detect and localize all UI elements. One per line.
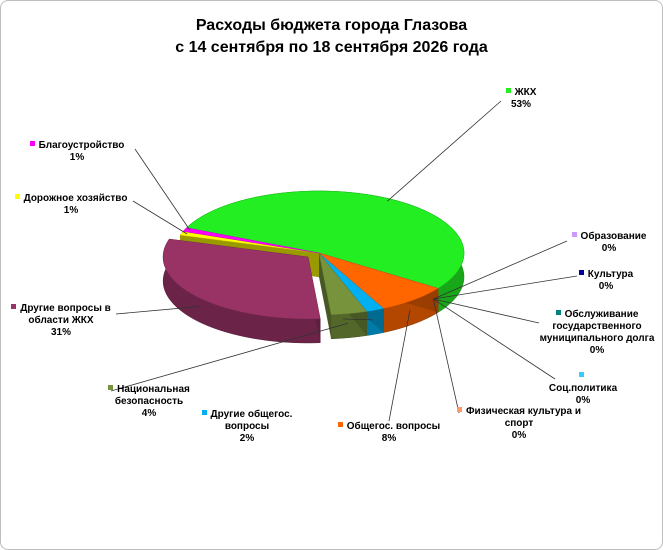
data-label: Другие вопросы в области ЖКХ 31% [6, 303, 116, 339]
leader-line [388, 309, 411, 422]
label-name: Другие вопросы в области ЖКХ [20, 303, 111, 326]
label-value: 1% [69, 152, 85, 163]
label-name: Благоустройство [38, 140, 125, 151]
label-value: 0% [511, 430, 527, 441]
data-label: Соц.политика 0% [548, 371, 618, 407]
legend-key [578, 270, 584, 275]
leader-line [342, 318, 373, 321]
leader-line [433, 275, 578, 300]
label-name: Национальная безопасность [114, 384, 190, 407]
leader-line [432, 298, 460, 414]
leader-line [134, 148, 191, 231]
data-label: Образование 0% [564, 231, 654, 255]
chart-subtitle: с 14 сентября по 18 сентября 2026 года [175, 39, 488, 56]
legend-key [555, 310, 561, 315]
legend-key [571, 232, 577, 237]
label-name: Дорожное хозяйство [23, 193, 128, 204]
label-name: ЖКХ [514, 87, 537, 98]
legend-key [456, 407, 462, 412]
label-name: Образование [580, 231, 647, 242]
leader-line [115, 306, 200, 315]
label-name: Обслуживание государственного муниципаль… [539, 309, 655, 344]
label-value: 53% [510, 99, 531, 110]
data-label: Дорожное хозяйство 1% [11, 193, 131, 217]
label-value: 0% [598, 281, 614, 292]
chart-title: Расходы бюджета города Глазова [195, 17, 468, 34]
data-label: Национальная безопасность 4% [99, 384, 199, 420]
slice [182, 227, 320, 254]
leader-line [433, 298, 540, 324]
legend-key [108, 385, 114, 390]
legend-key [505, 88, 511, 93]
data-label: Благоустройство 1% [27, 140, 127, 164]
label-name: Другие общегос. вопросы [210, 409, 293, 432]
legend-key [11, 304, 17, 309]
label-value: 4% [141, 408, 157, 419]
label-name: Культура [587, 269, 634, 280]
slice [318, 252, 439, 309]
label-value: 2% [239, 433, 255, 444]
label-value: 0% [589, 345, 605, 356]
slice [318, 252, 368, 316]
leader-line [132, 200, 188, 235]
data-label: Обслуживание государственного муниципаль… [527, 309, 662, 357]
legend-key [201, 410, 207, 415]
leader-line [433, 240, 568, 300]
leader-line [387, 100, 502, 202]
label-value: 0% [575, 395, 591, 406]
data-label: ЖКХ 53% [491, 87, 551, 111]
label-name: Общегос. вопросы [346, 421, 441, 432]
label-value: 0% [601, 243, 617, 254]
label-value: 8% [381, 433, 397, 444]
slice [162, 238, 321, 320]
legend-key [337, 422, 343, 427]
label-value: 1% [63, 205, 79, 216]
leader-line [110, 322, 349, 392]
legend-key [14, 194, 20, 199]
data-label: Физическая культура и спорт 0% [449, 406, 589, 442]
data-label: Общегос. вопросы 8% [329, 421, 449, 445]
legend-key [578, 372, 584, 377]
label-name: Соц.политика [548, 383, 618, 394]
label-name: Физическая культура и спорт [465, 406, 581, 429]
slice-cut [319, 253, 332, 339]
legend-key [29, 141, 35, 146]
leader-line [433, 298, 556, 380]
label-value: 31% [50, 327, 71, 338]
data-label: Другие общегос. вопросы 2% [192, 409, 302, 445]
data-label: Культура 0% [576, 269, 636, 293]
